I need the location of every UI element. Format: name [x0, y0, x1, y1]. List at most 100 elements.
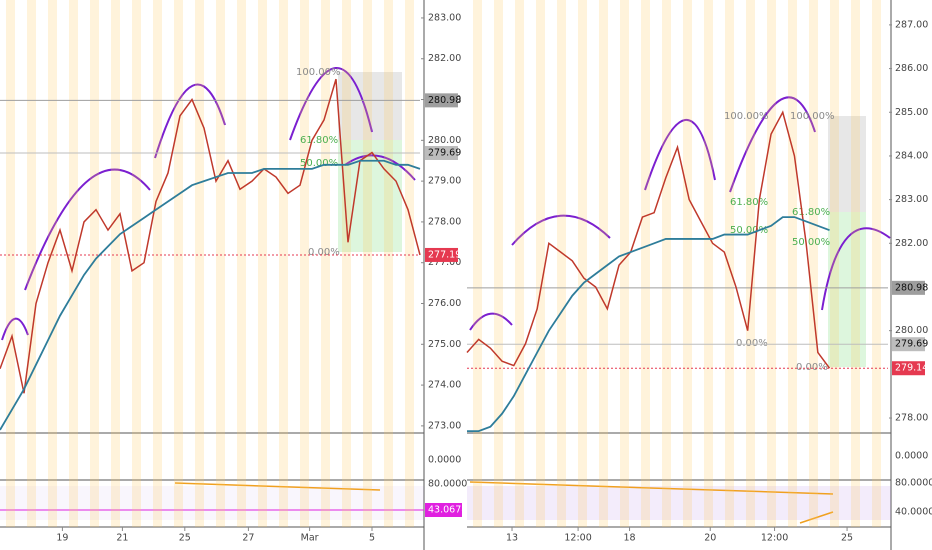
y-tick-label: 283.00 — [895, 194, 928, 205]
rsi-label: 80.0000 — [895, 478, 932, 489]
y-tick-label: 275.00 — [428, 339, 461, 350]
session-band — [620, 0, 629, 527]
x-tick-label: 27 — [242, 533, 254, 544]
x-tick-label: 21 — [116, 533, 128, 544]
price-tag-label: 279.69 — [895, 339, 928, 350]
rsi-label: 43.0678 — [428, 505, 467, 516]
session-band — [195, 0, 204, 527]
session-band — [704, 0, 713, 527]
fib-label: 100.00% — [296, 67, 341, 78]
x-tick-label: 25 — [179, 533, 191, 544]
fib-label: 0.00% — [736, 338, 768, 349]
y-tick-label: 286.00 — [895, 63, 928, 74]
x-tick-label: 12:00 — [761, 533, 788, 544]
y-tick-label: 282.00 — [895, 238, 928, 249]
price-line-series — [0, 78, 421, 394]
session-band — [48, 0, 57, 527]
session-band — [321, 0, 330, 527]
price-tag-label: 280.98 — [428, 95, 461, 106]
x-tick-label: 25 — [841, 533, 853, 544]
y-tick-label: 280.00 — [428, 135, 461, 146]
price-line-series — [467, 216, 830, 433]
session-band — [809, 0, 818, 527]
fib-label: 50.00% — [300, 158, 338, 169]
session-band — [342, 0, 351, 527]
price-tag-label: 280.98 — [895, 282, 928, 293]
y-tick-label: 287.00 — [895, 19, 928, 30]
session-band — [851, 0, 860, 527]
session-band — [174, 0, 183, 527]
session-band — [536, 0, 545, 527]
fib-label: 50.00% — [730, 225, 768, 236]
price-line-series — [466, 110, 831, 369]
session-band — [279, 0, 288, 527]
x-tick-label: 5 — [369, 533, 375, 544]
session-band — [473, 0, 482, 527]
macd-label: 0.0000 — [428, 455, 461, 466]
y-tick-label: 285.00 — [895, 107, 928, 118]
price-tag-label: 279.14 — [895, 363, 928, 374]
x-tick-label: 18 — [624, 533, 636, 544]
session-band — [830, 0, 839, 527]
session-band — [578, 0, 587, 527]
price-tag — [425, 247, 458, 262]
price-tag — [892, 361, 925, 376]
session-band — [258, 0, 267, 527]
macd-label: 0.0000 — [895, 451, 928, 462]
session-band — [725, 0, 734, 527]
session-band — [216, 0, 225, 527]
fib-label: 61.80% — [730, 197, 768, 208]
y-tick-label: 280.00 — [895, 325, 928, 336]
rsi-label: 80.0000 — [428, 479, 467, 490]
session-band — [405, 0, 414, 527]
session-band — [788, 0, 797, 527]
decorations — [0, 0, 892, 550]
session-band — [599, 0, 608, 527]
fib-label: 100.00% — [724, 111, 769, 122]
y-tick-label: 276.00 — [428, 298, 461, 309]
fib-label: 100.00% — [790, 111, 835, 122]
rsi-label: 40.0000 — [895, 507, 932, 518]
fib-label: 61.80% — [300, 135, 338, 146]
session-band — [683, 0, 692, 527]
fib-label: 0.00% — [796, 362, 828, 373]
y-tick-label: 282.00 — [428, 53, 461, 64]
session-band — [872, 0, 881, 527]
x-tick-label: 19 — [56, 533, 68, 544]
fib-label: 0.00% — [308, 247, 340, 258]
price-tag — [892, 280, 925, 295]
session-band — [27, 0, 36, 527]
price-tag — [425, 145, 458, 160]
price-line-series — [0, 159, 421, 431]
session-band — [153, 0, 162, 527]
price-tag-label: 279.69 — [428, 147, 461, 158]
x-tick-label: 13 — [506, 533, 518, 544]
price-tag — [892, 337, 925, 352]
y-tick-label: 274.00 — [428, 380, 461, 391]
session-band — [90, 0, 99, 527]
session-band — [515, 0, 524, 527]
x-tick-label: 12:00 — [564, 533, 591, 544]
session-band — [132, 0, 141, 527]
y-tick-label: 279.00 — [428, 176, 461, 187]
session-band — [557, 0, 566, 527]
session-band — [767, 0, 776, 527]
session-band — [111, 0, 120, 527]
price-tag-label: 277.19 — [428, 249, 461, 260]
session-band — [300, 0, 309, 527]
x-tick-label: Mar — [301, 533, 319, 544]
fib-label: 61.80% — [792, 207, 830, 218]
y-tick-label: 284.00 — [895, 150, 928, 161]
session-band — [641, 0, 650, 527]
session-band — [384, 0, 393, 527]
session-band — [6, 0, 15, 527]
rsi-tag — [425, 503, 462, 517]
session-band — [237, 0, 246, 527]
price-tag — [425, 93, 458, 108]
y-tick-label: 278.00 — [895, 413, 928, 424]
y-tick-label: 277.00 — [428, 257, 461, 268]
session-band — [746, 0, 755, 527]
session-band — [662, 0, 671, 527]
y-tick-label: 283.00 — [428, 12, 461, 23]
